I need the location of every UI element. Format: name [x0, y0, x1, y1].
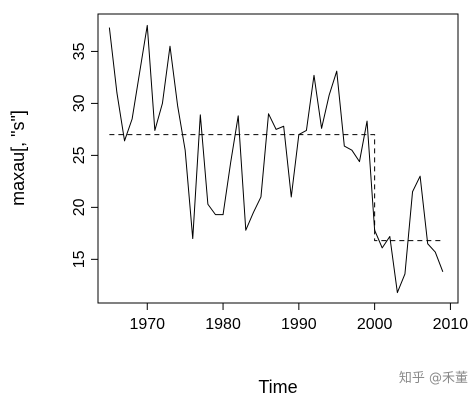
- solid-series-line: [108, 24, 444, 294]
- y-tick-label: 15: [71, 250, 88, 268]
- y-tick-label: 30: [71, 94, 88, 112]
- x-tick-label: 2000: [357, 316, 393, 333]
- x-tick-label: 1970: [129, 316, 165, 333]
- x-axis: 1970 1980 1990 2000 2010: [129, 302, 469, 333]
- plot-frame: [97, 13, 459, 304]
- x-axis-label: Time: [258, 377, 297, 397]
- x-tick-label: 2010: [433, 316, 469, 333]
- y-tick-label: 25: [71, 146, 88, 164]
- x-tick-label: 1980: [205, 316, 241, 333]
- series-layer: [108, 24, 444, 294]
- y-axis-label: maxau[, "s"]: [8, 110, 28, 206]
- watermark: 知乎 @禾董: [398, 371, 468, 386]
- y-tick-label: 20: [71, 198, 88, 216]
- y-tick-label: 35: [71, 42, 88, 60]
- dashed-series-line: [109, 134, 443, 242]
- x-tick-label: 1990: [281, 316, 317, 333]
- y-axis: 15 20 25 30 35: [71, 42, 99, 268]
